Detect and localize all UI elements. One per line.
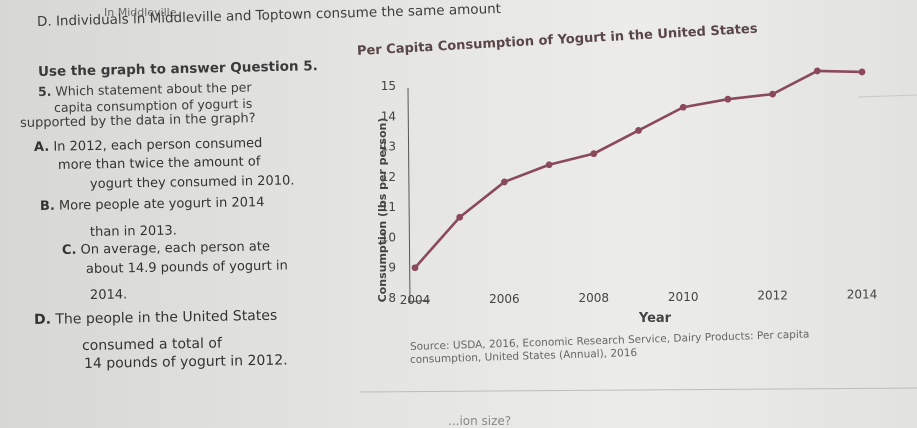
data-point xyxy=(858,68,866,76)
data-point xyxy=(769,90,776,98)
data-point xyxy=(411,264,419,272)
x-tick-label: 2014 xyxy=(847,288,878,302)
data-point xyxy=(590,150,598,158)
y-tick-label: 8 xyxy=(388,291,396,305)
y-tick-label: 11 xyxy=(381,200,396,214)
y-tick-label: 12 xyxy=(381,170,396,184)
chart-axes xyxy=(407,87,431,303)
y-tick-label: 15 xyxy=(381,79,396,93)
page-divider-line xyxy=(359,387,917,393)
y-tick-label: 9 xyxy=(388,261,396,275)
y-tick-label: 10 xyxy=(381,230,396,244)
x-tick-labels: 2004 2006 2008 2010 2012 2014 xyxy=(400,288,878,307)
chart-series xyxy=(411,67,866,272)
x-tick-label: 2010 xyxy=(668,290,699,304)
data-point xyxy=(813,67,821,75)
x-tick-label: 2008 xyxy=(579,291,610,305)
series-line xyxy=(414,69,863,269)
right-edge-line xyxy=(857,94,917,98)
y-tick-label: 14 xyxy=(381,109,396,123)
next-question-fragment: ...ion size? xyxy=(448,414,512,428)
y-tick-label: 13 xyxy=(381,140,396,154)
data-point xyxy=(545,161,553,169)
x-tick-label: 2012 xyxy=(757,289,788,303)
data-point xyxy=(679,103,687,111)
y-tick-labels: 8 9 10 11 12 13 14 15 xyxy=(381,79,396,305)
data-point xyxy=(635,127,642,134)
y-axis-line xyxy=(407,87,411,303)
x-axis-label: Year xyxy=(638,311,672,326)
data-point xyxy=(501,178,508,186)
x-axis-line xyxy=(407,299,431,303)
y-axis-label: Consumption (lbs per person) xyxy=(376,118,389,303)
data-point xyxy=(456,213,464,221)
previous-question-fragment: In Middleville. xyxy=(104,6,180,19)
data-point xyxy=(724,95,732,103)
x-tick-label: 2004 xyxy=(400,293,431,307)
x-tick-label: 2006 xyxy=(489,292,520,306)
